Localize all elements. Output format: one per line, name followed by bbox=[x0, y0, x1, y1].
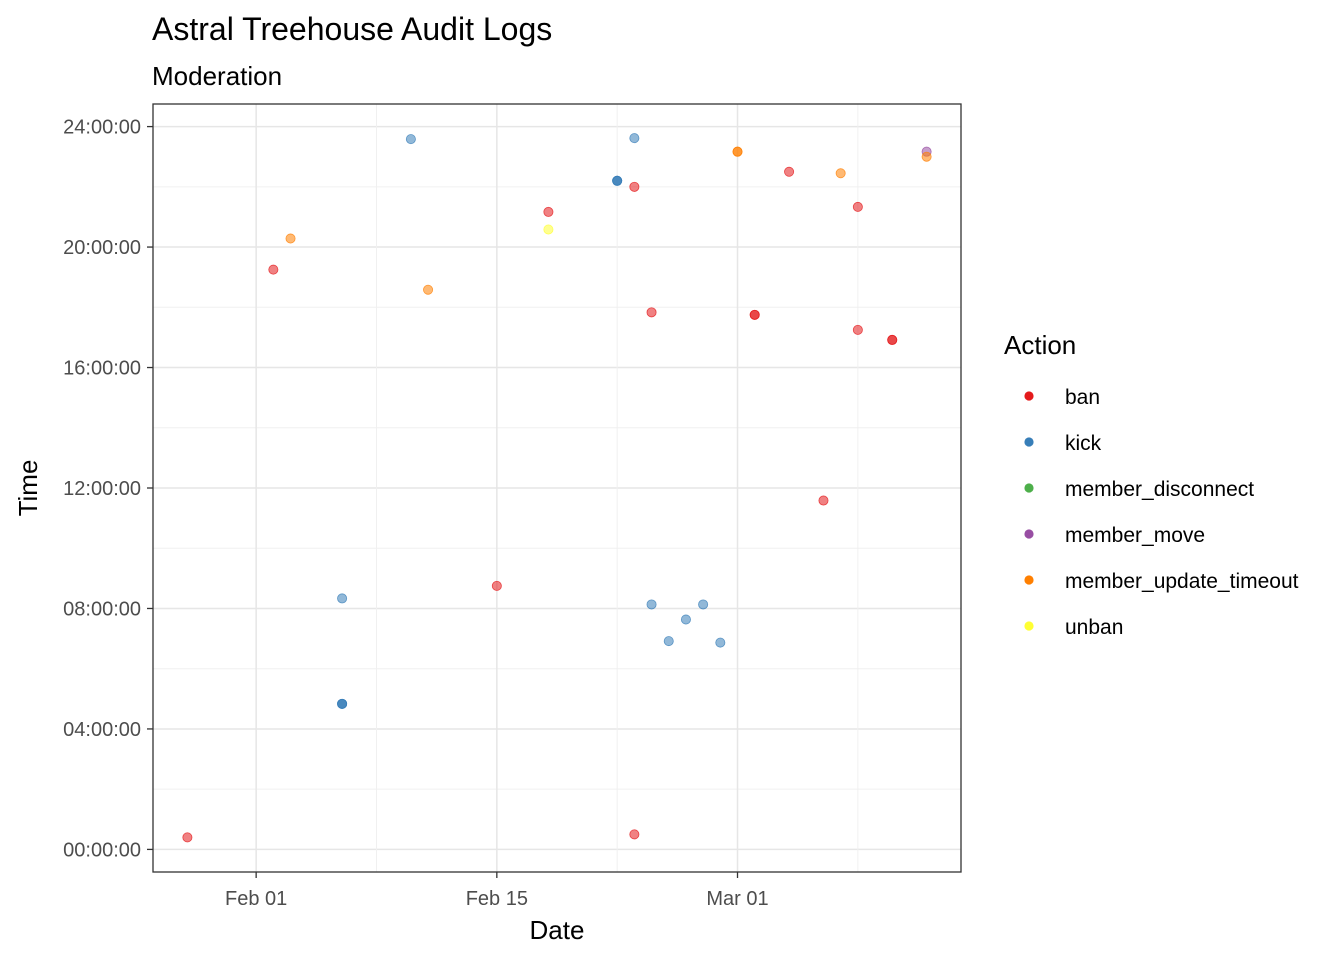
legend-label-ban: ban bbox=[1065, 386, 1100, 409]
y-tick-label: 04:00:00 bbox=[63, 719, 141, 741]
point-kick bbox=[337, 593, 348, 604]
legend-label-member_disconnect: member_disconnect bbox=[1065, 478, 1254, 501]
point-ban bbox=[182, 832, 193, 843]
chart-subtitle: Moderation bbox=[152, 61, 282, 91]
point-kick bbox=[646, 599, 657, 610]
point-kick bbox=[405, 134, 416, 145]
point-kick bbox=[337, 698, 348, 709]
legend-key-ban bbox=[1024, 391, 1034, 401]
point-ban bbox=[784, 166, 795, 177]
legend: Action ban kick member_disconnect member_mo… bbox=[1004, 330, 1299, 639]
point-kick bbox=[715, 637, 726, 648]
legend-key-kick bbox=[1024, 437, 1034, 447]
plot-area bbox=[152, 103, 962, 873]
point-kick bbox=[663, 636, 674, 647]
point-ban bbox=[629, 829, 640, 840]
point-kick bbox=[680, 614, 691, 625]
y-tick-label: 20:00:00 bbox=[63, 237, 141, 259]
point-kick bbox=[698, 599, 709, 610]
point-member_update_timeout bbox=[423, 284, 434, 295]
x-tick-label: Feb 15 bbox=[466, 888, 528, 910]
grid-lines bbox=[153, 104, 961, 872]
y-tick-label: 24:00:00 bbox=[63, 117, 141, 139]
point-unban bbox=[543, 224, 554, 235]
legend-key-unban bbox=[1024, 621, 1034, 631]
chart-title: Astral Treehouse Audit Logs bbox=[152, 11, 552, 47]
point-member_update_timeout bbox=[921, 151, 932, 162]
legend-label-member_move: member_move bbox=[1065, 524, 1205, 547]
point-ban bbox=[646, 307, 657, 318]
y-tick-label: 08:00:00 bbox=[63, 598, 141, 620]
point-ban bbox=[543, 206, 554, 217]
data-points bbox=[182, 133, 932, 843]
legend-label-unban: unban bbox=[1065, 616, 1123, 639]
x-axis-title: Date bbox=[530, 915, 585, 945]
point-ban bbox=[268, 264, 279, 275]
y-tick-label: 16:00:00 bbox=[63, 358, 141, 380]
y-axis-title: Time bbox=[13, 460, 43, 517]
legend-key-member_move bbox=[1024, 529, 1034, 539]
legend-label-kick: kick bbox=[1065, 432, 1102, 455]
x-tick-label: Mar 01 bbox=[706, 888, 768, 910]
point-ban bbox=[818, 495, 829, 506]
y-tick-label: 12:00:00 bbox=[63, 478, 141, 500]
y-tick-label: 00:00:00 bbox=[63, 839, 141, 861]
point-ban bbox=[491, 580, 502, 591]
point-ban bbox=[629, 181, 640, 192]
point-member_update_timeout bbox=[732, 146, 743, 157]
point-member_update_timeout bbox=[285, 233, 296, 244]
point-ban bbox=[887, 334, 898, 345]
legend-label-member_update_timeout: member_update_timeout bbox=[1065, 570, 1299, 593]
point-member_update_timeout bbox=[835, 168, 846, 179]
legend-title: Action bbox=[1004, 330, 1076, 360]
legend-key-member_update_timeout bbox=[1024, 575, 1034, 585]
point-ban bbox=[749, 309, 760, 320]
point-ban bbox=[852, 201, 863, 212]
legend-key-member_disconnect bbox=[1024, 483, 1034, 493]
x-tick-label: Feb 01 bbox=[225, 888, 287, 910]
point-kick bbox=[612, 175, 623, 186]
x-axis: Feb 01 Feb 15 Mar 01 bbox=[225, 872, 769, 910]
legend-items: ban kick member_disconnect member_movemembe… bbox=[1024, 386, 1299, 639]
point-ban bbox=[852, 324, 863, 335]
point-kick bbox=[629, 133, 640, 144]
y-axis: 00:00:00 04:00:00 08:00:00 12:00:00 16:00:00… bbox=[63, 117, 153, 861]
